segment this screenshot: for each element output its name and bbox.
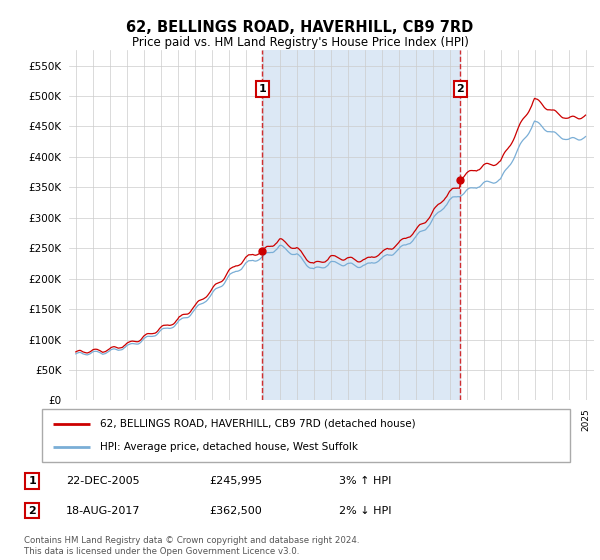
FancyBboxPatch shape xyxy=(42,409,570,462)
Bar xyxy=(262,50,460,400)
Text: £362,500: £362,500 xyxy=(210,506,263,516)
Text: £245,995: £245,995 xyxy=(210,476,263,486)
Text: 1: 1 xyxy=(28,476,36,486)
Text: HPI: Average price, detached house, West Suffolk: HPI: Average price, detached house, West… xyxy=(100,442,358,452)
Text: 3% ↑ HPI: 3% ↑ HPI xyxy=(340,476,392,486)
Text: Price paid vs. HM Land Registry's House Price Index (HPI): Price paid vs. HM Land Registry's House … xyxy=(131,36,469,49)
Text: 22-DEC-2005: 22-DEC-2005 xyxy=(66,476,140,486)
Text: 62, BELLINGS ROAD, HAVERHILL, CB9 7RD (detached house): 62, BELLINGS ROAD, HAVERHILL, CB9 7RD (d… xyxy=(100,419,416,429)
Text: 18-AUG-2017: 18-AUG-2017 xyxy=(66,506,140,516)
Text: 2: 2 xyxy=(28,506,36,516)
Text: 2% ↓ HPI: 2% ↓ HPI xyxy=(340,506,392,516)
Text: Contains HM Land Registry data © Crown copyright and database right 2024.
This d: Contains HM Land Registry data © Crown c… xyxy=(24,536,359,556)
Text: 62, BELLINGS ROAD, HAVERHILL, CB9 7RD: 62, BELLINGS ROAD, HAVERHILL, CB9 7RD xyxy=(127,20,473,35)
Text: 2: 2 xyxy=(457,84,464,94)
Text: 1: 1 xyxy=(259,84,266,94)
